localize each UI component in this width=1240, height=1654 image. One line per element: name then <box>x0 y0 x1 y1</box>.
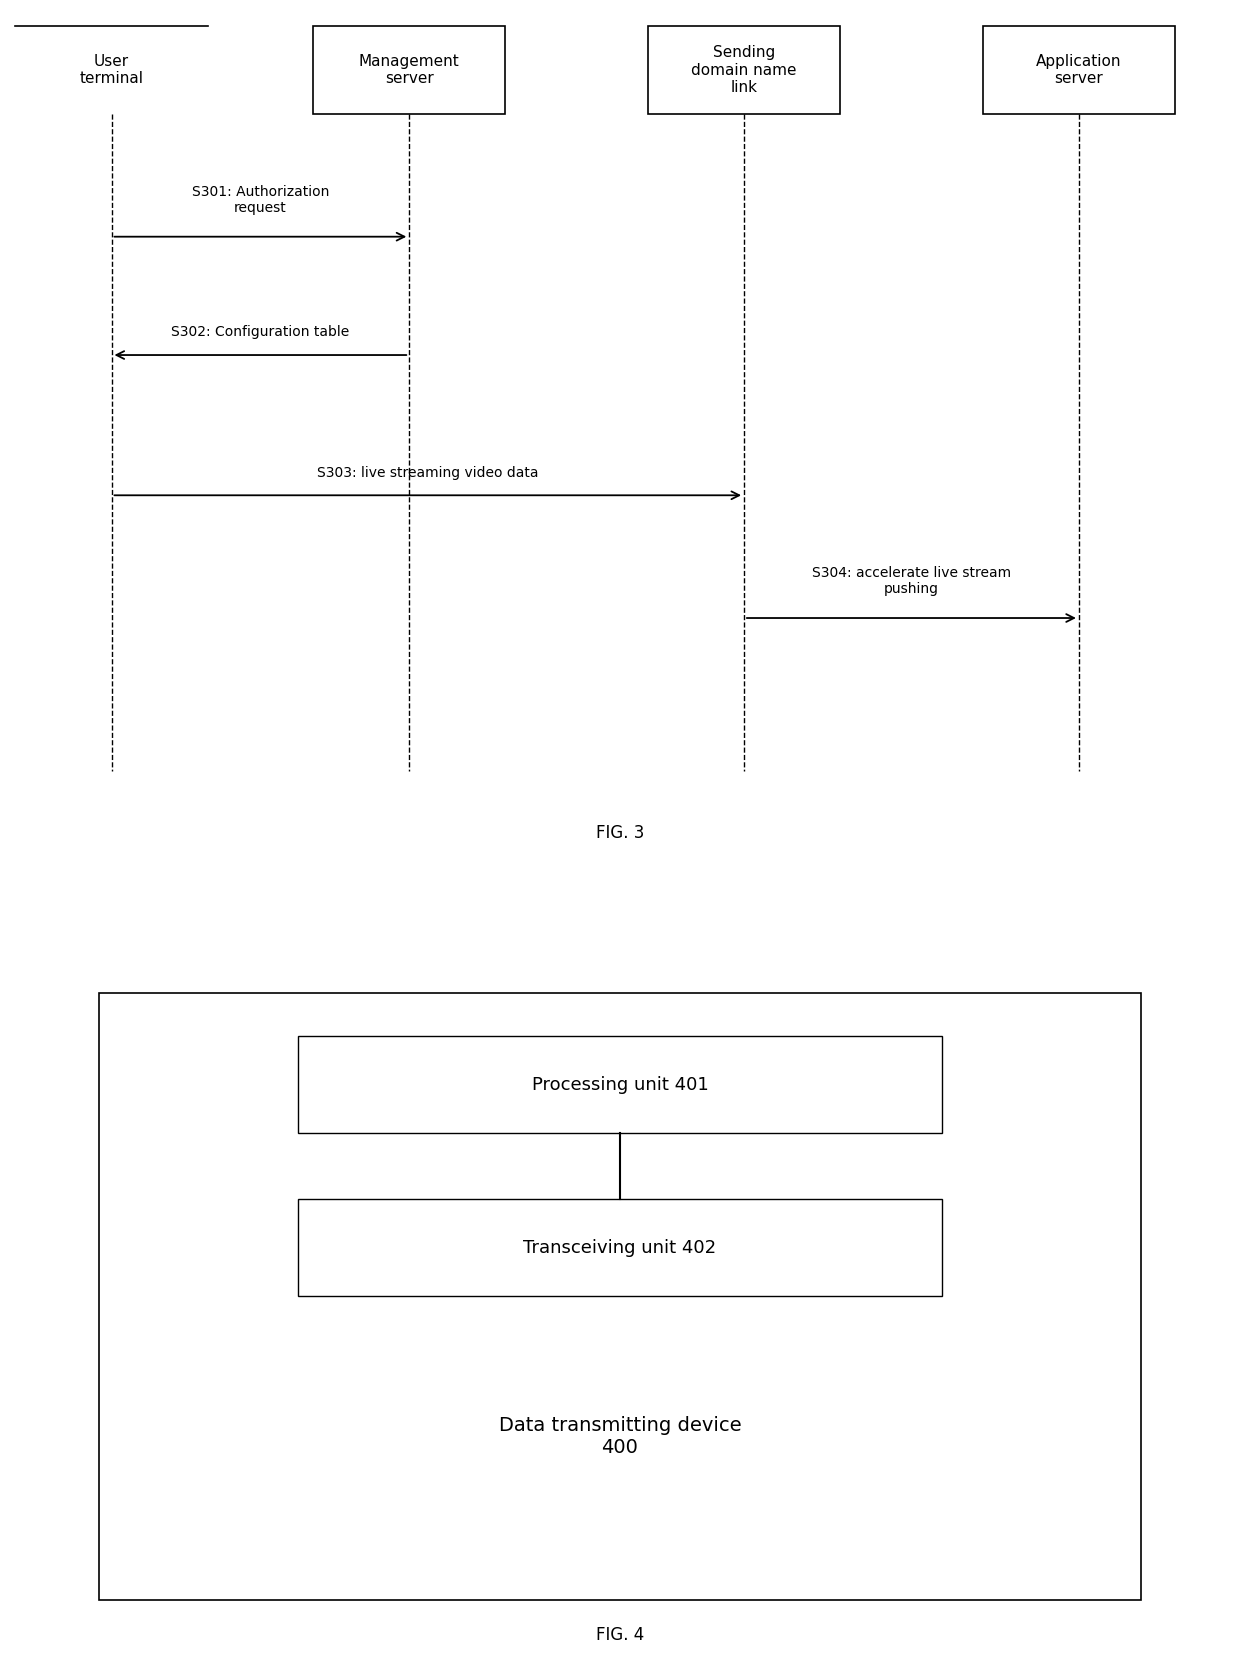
Text: Data transmitting device
400: Data transmitting device 400 <box>498 1416 742 1457</box>
Bar <box>298 1199 942 1297</box>
Text: Application
server: Application server <box>1037 55 1121 86</box>
Text: Management
server: Management server <box>358 55 460 86</box>
Bar <box>99 992 1141 1599</box>
Text: User
terminal: User terminal <box>79 55 144 86</box>
Text: S302: Configuration table: S302: Configuration table <box>171 326 350 339</box>
Text: FIG. 4: FIG. 4 <box>596 1626 644 1644</box>
Text: S304: accelerate live stream
pushing: S304: accelerate live stream pushing <box>812 566 1011 595</box>
Text: Processing unit 401: Processing unit 401 <box>532 1075 708 1093</box>
Text: S301: Authorization
request: S301: Authorization request <box>192 185 329 215</box>
Bar <box>312 26 506 114</box>
Text: FIG. 3: FIG. 3 <box>595 824 645 842</box>
Text: S303: live streaming video data: S303: live streaming video data <box>317 465 538 480</box>
Text: Transceiving unit 402: Transceiving unit 402 <box>523 1239 717 1257</box>
Bar <box>647 26 841 114</box>
Bar <box>298 1035 942 1133</box>
Bar <box>982 26 1176 114</box>
Text: Sending
domain name
link: Sending domain name link <box>691 45 797 94</box>
